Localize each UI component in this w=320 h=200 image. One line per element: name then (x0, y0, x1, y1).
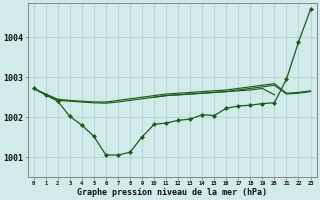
X-axis label: Graphe pression niveau de la mer (hPa): Graphe pression niveau de la mer (hPa) (77, 188, 267, 197)
